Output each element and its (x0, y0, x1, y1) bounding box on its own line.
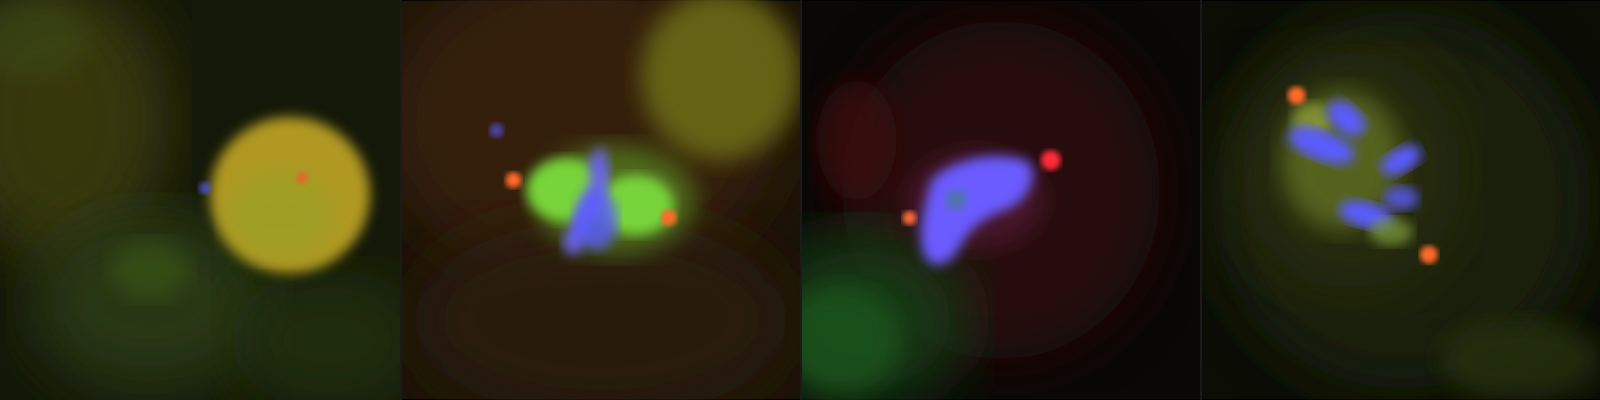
chromosome-5 (1383, 186, 1419, 210)
micrograph-panel-3-image (802, 1, 1200, 400)
centrosome-bottom (1419, 245, 1438, 264)
micrograph-panel-2 (400, 0, 800, 400)
chromosome-1 (1288, 126, 1355, 164)
centrosome-top (1287, 86, 1306, 105)
centrosome-dim (902, 210, 917, 225)
centrosome-left (505, 172, 522, 189)
centrosome-spot (296, 172, 308, 184)
micrograph-panel-3 (800, 0, 1200, 400)
micrograph-panel-2-image (402, 0, 800, 400)
chromosome-3 (1381, 145, 1421, 176)
chromosome-2 (1327, 100, 1366, 137)
chromosomes (920, 156, 1033, 265)
micrograph-panel-4-image (1202, 1, 1600, 399)
centrosome-right (660, 209, 677, 226)
micrograph-panel-4 (1200, 0, 1600, 400)
micrograph-panel-1-image (0, 0, 400, 400)
centrosome-bright (1040, 150, 1061, 171)
micrograph-panel-1 (0, 0, 400, 400)
